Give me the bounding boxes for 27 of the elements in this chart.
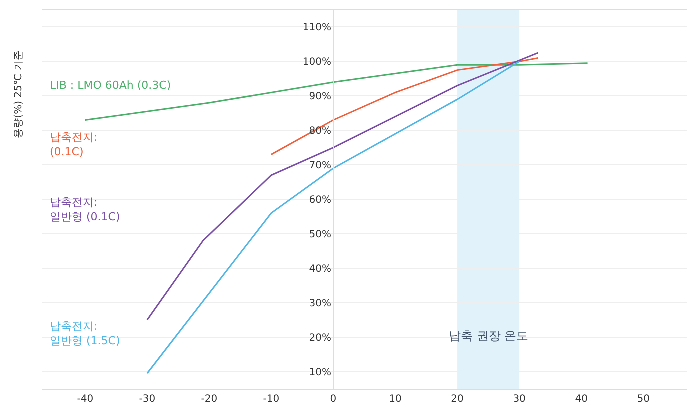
band-label: 납축 권장 온도 — [449, 329, 529, 343]
y-axis-title: 용량(%) 25℃ 기준 — [14, 50, 25, 138]
x-tick-label: -30 — [139, 394, 156, 405]
x-tick-label: 0 — [330, 394, 337, 405]
y-tick-label: 10% — [309, 367, 332, 378]
y-tick-label: 60% — [309, 195, 332, 206]
y-tick-label: 40% — [309, 264, 332, 275]
y-tick-label: 30% — [309, 298, 332, 310]
y-tick-label: 110% — [302, 22, 332, 34]
x-tick-label: 30 — [513, 394, 526, 405]
y-tick-label: 20% — [309, 332, 332, 344]
text: 납축전지: 일반형 (1.5C) — [50, 320, 120, 348]
text: 납축전지: (0.1C) — [50, 131, 98, 158]
x-tick-label: 50 — [637, 394, 650, 405]
series-label: LIB : LMO 60Ah (0.3C) — [50, 79, 172, 92]
x-tick-label: 20 — [451, 394, 464, 405]
y-tick-label: 90% — [309, 92, 332, 103]
x-tick-label: -20 — [201, 394, 218, 405]
y-tick-label: 100% — [302, 57, 332, 68]
x-tick-label: -40 — [77, 394, 94, 405]
text: 납축전지: 일반형 (0.1C) — [50, 196, 120, 224]
x-tick-label: -10 — [263, 394, 280, 405]
y-tick-label: 50% — [309, 229, 332, 240]
x-tick-label: 10 — [389, 394, 402, 405]
x-tick-label: 40 — [575, 394, 588, 405]
y-tick-label: 70% — [309, 160, 332, 172]
line-series — [270, 57, 539, 156]
